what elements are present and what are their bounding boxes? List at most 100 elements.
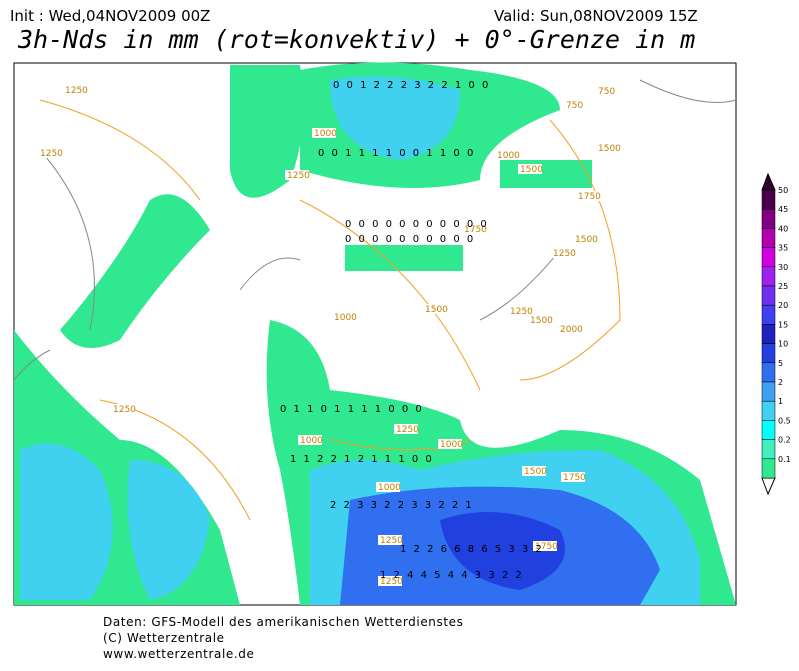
colorbar-label: 0.5	[778, 416, 791, 425]
contour-label-box	[378, 535, 402, 545]
precip-row: 0 0 1 1 1 1 0 0 1 1 0 0	[318, 148, 473, 159]
precip-row: 0 0 1 2 2 2 3 2 2 1 0 0	[333, 80, 488, 91]
contour-label: 1250	[553, 249, 576, 259]
contour-label-box	[38, 148, 62, 158]
contour-label: 1250	[380, 577, 403, 587]
init-label: Init : Wed,04NOV2009 00Z	[10, 7, 210, 25]
precip-row: 2 2 3 3 2 2 3 3 2 2 1	[330, 500, 472, 511]
contour-label-box	[533, 541, 557, 551]
colorbar-label: 50	[778, 186, 788, 195]
colorbar-label: 20	[778, 301, 788, 310]
contour-label-box	[518, 164, 542, 174]
contour-label: 1250	[396, 425, 419, 435]
contour-label-box	[376, 482, 400, 492]
contour-label: 1250	[113, 405, 136, 415]
colorbar-swatch	[761, 362, 776, 383]
colorbar-label: 10	[778, 340, 788, 349]
contour-label-box	[111, 404, 135, 414]
contour-label: 1250	[287, 171, 310, 181]
colorbar-label: 1	[778, 397, 783, 406]
contour-label-box	[462, 224, 486, 234]
contour-label: 1000	[314, 129, 337, 139]
contour-label-box	[551, 248, 575, 258]
valid-label: Valid: Sun,08NOV2009 15Z	[494, 7, 698, 25]
contour-label-box	[312, 128, 336, 138]
colorbar-label: 30	[778, 263, 788, 272]
contour-label: 1500	[530, 316, 553, 326]
colorbar-swatch	[761, 228, 776, 248]
contour-label-box	[63, 85, 87, 95]
colorbar-swatch	[761, 381, 776, 402]
contour-label: 1250	[510, 307, 533, 317]
colorbar-label: 0.1	[778, 455, 791, 464]
colorbar-swatch	[761, 458, 776, 479]
contour-label: 1250	[40, 149, 63, 159]
colorbar-label: 0.2	[778, 436, 791, 445]
contour-label: 1500	[575, 235, 598, 245]
colorbar-swatch	[761, 304, 776, 325]
contour-label: 2000	[560, 325, 583, 335]
contour-label: 1750	[578, 192, 601, 202]
contour-label-box	[558, 324, 582, 334]
footer-line: www.wetterzentrale.de	[103, 647, 255, 661]
colorbar-label: 45	[778, 205, 788, 214]
contour-label: 1000	[497, 151, 520, 161]
colorbar-swatch	[761, 285, 776, 306]
contour-label: 1500	[524, 467, 547, 477]
contour-label: 1000	[378, 483, 401, 493]
contour-label-box	[438, 439, 462, 449]
precip-row: 0 0 0 0 0 0 0 0 0 0 0	[345, 219, 487, 230]
colorbar-swatch	[761, 208, 776, 229]
contour-label-box	[378, 576, 402, 586]
contour-label: 1750	[563, 473, 586, 483]
contour-label: 1000	[300, 436, 323, 446]
contour-label-box	[394, 424, 418, 434]
colorbar-swatch	[761, 324, 776, 344]
colorbar-label: 15	[778, 320, 788, 329]
contour-label: 1250	[65, 86, 88, 96]
contour-label: 1500	[425, 305, 448, 315]
contour-label-box	[298, 435, 322, 445]
contour-label-box	[423, 304, 447, 314]
precip-row: 0 0 0 0 0 0 0 0 0 0	[345, 234, 473, 245]
contour-labels: 1250125010001250750750150010001500175017…	[38, 85, 621, 587]
contour-label-box	[285, 170, 309, 180]
colorbar-label: 5	[778, 359, 783, 368]
colorbar-label: 25	[778, 282, 788, 291]
contour-label: 1000	[440, 440, 463, 450]
contour-label: 1750	[464, 225, 487, 235]
precip-row: 1 2 2 6 6 8 6 5 3 3 2	[400, 544, 542, 555]
contour-label-box	[564, 100, 588, 110]
footer-line: (C) Wetterzentrale	[103, 631, 225, 645]
colorbar-label: 35	[778, 244, 788, 253]
precip-values: 0 0 1 2 2 2 3 2 2 1 0 0 0 0 1 1 1 1 0 0 1…	[280, 80, 542, 581]
contour-label-box	[495, 150, 519, 160]
contour-label: 1500	[520, 165, 543, 175]
map-title: 3h-Nds in mm (rot=konvektiv) + 0°-Grenze…	[17, 25, 695, 54]
contour-label-box	[522, 466, 546, 476]
colorbar-swatch	[761, 189, 776, 210]
map	[13, 62, 737, 606]
colorbar-swatch	[761, 266, 776, 287]
contour-label: 750	[566, 101, 583, 111]
colorbar-swatch	[761, 400, 776, 421]
colorbar-swatch	[761, 247, 776, 268]
contour-label-box	[508, 306, 532, 316]
contour-label: 1750	[535, 542, 558, 552]
precip-row: 0 1 1 0 1 1 1 1 0 0 0	[280, 404, 422, 415]
footer-line: Daten: GFS-Modell des amerikanischen Wet…	[103, 615, 464, 629]
contour-label-box	[332, 312, 356, 322]
colorbar-swatch	[761, 420, 776, 440]
contour-label: 1000	[334, 313, 357, 323]
contour-label-box	[576, 191, 600, 201]
contour-label: 1250	[380, 536, 403, 546]
contour-label-box	[528, 315, 552, 325]
precip-row: 1 1 2 2 1 2 1 1 1 0 0	[290, 454, 432, 465]
colorbar-label: 2	[778, 378, 783, 387]
contour-label-box	[596, 143, 620, 153]
precip-row: 1 2 4 4 5 4 4 3 3 2 2	[380, 570, 522, 581]
colorbar-swatch	[761, 343, 776, 364]
colorbar: 50 45 40 35 30 25 20 15 10 5 2 1 0.5 0.2 0.1	[761, 172, 791, 496]
contour-label: 750	[598, 87, 615, 97]
